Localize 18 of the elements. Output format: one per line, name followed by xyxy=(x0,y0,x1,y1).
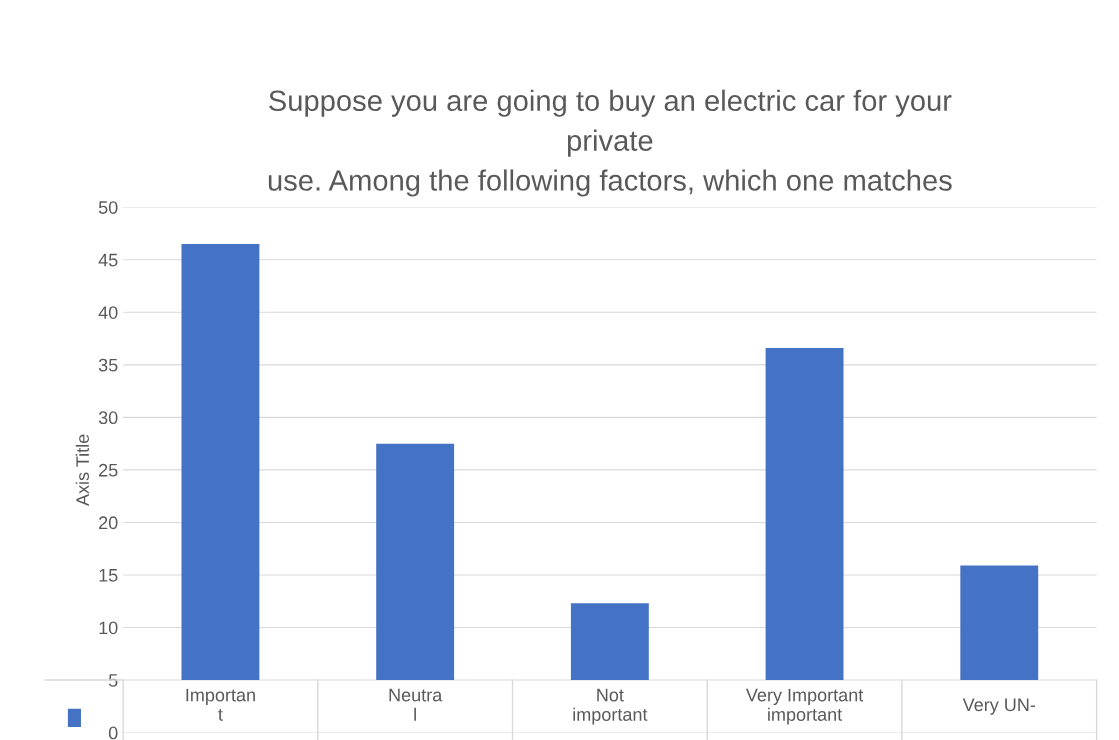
y-axis-title: Axis Title xyxy=(75,434,90,506)
x-tick-label: Importan t xyxy=(186,688,255,721)
y-tick-label: 25 xyxy=(99,463,118,477)
y-tick-label: 15 xyxy=(99,569,118,582)
y-tick-label: 40 xyxy=(98,306,118,319)
chart-title: Suppose you are going to buy an electric car for your private use. Among the following factors, which one matches xyxy=(268,89,952,197)
y-tick-label: 0 xyxy=(108,726,118,740)
x-tick-label: Not important xyxy=(573,688,648,725)
y-tick-label: 10 xyxy=(99,621,118,635)
y-tick-label: 5 xyxy=(108,674,118,687)
y-tick-label: 35 xyxy=(98,358,118,372)
y-tick-label: 45 xyxy=(98,253,118,267)
y-tick-label: 50 xyxy=(98,201,118,214)
x-tick-label: Very Important important xyxy=(745,688,864,725)
y-tick-label: 30 xyxy=(98,411,118,425)
y-tick-label: 20 xyxy=(99,516,118,530)
x-tick-label: Very UN- xyxy=(962,698,1036,715)
x-tick-label: Neutra l xyxy=(389,688,443,721)
